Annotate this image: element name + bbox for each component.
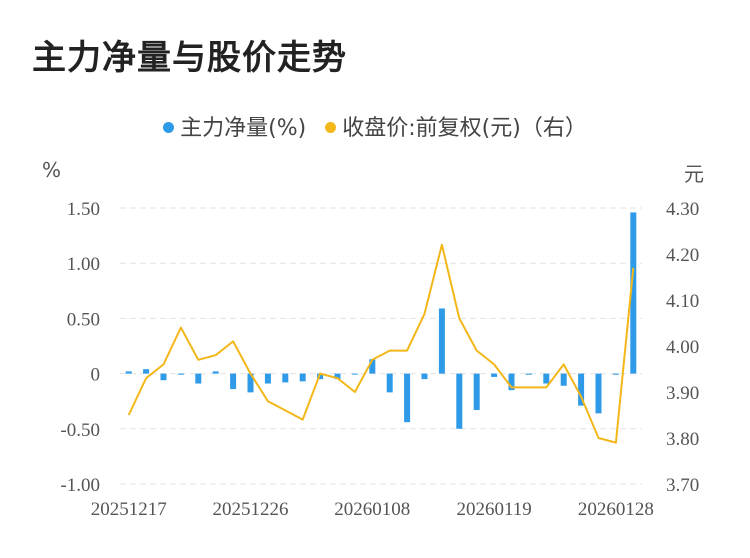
y-left-tick-label: 1.00 xyxy=(67,254,100,275)
bar xyxy=(491,373,498,377)
price-line xyxy=(127,243,635,444)
bar xyxy=(386,373,393,393)
bar xyxy=(612,373,619,375)
legend-item-close-price[interactable]: 收盘价:前复权(元)（右） xyxy=(325,110,587,142)
y-right-tick-label: 4.30 xyxy=(666,199,699,220)
y-left-tick-label: 0.50 xyxy=(67,309,100,330)
y-right-tick-label: 3.70 xyxy=(666,475,699,496)
bar xyxy=(630,212,637,374)
y-right-tick-label: 4.20 xyxy=(666,245,699,266)
bar xyxy=(160,373,167,381)
y-right-tick-label: 3.90 xyxy=(666,383,699,404)
bar xyxy=(595,373,602,414)
bar xyxy=(334,373,341,380)
legend-item-net-volume[interactable]: 主力净量(%) xyxy=(163,110,306,142)
x-tick-label: 20260108 xyxy=(334,499,410,520)
bar xyxy=(578,373,585,406)
bar xyxy=(421,373,428,380)
bar xyxy=(264,373,271,384)
bar xyxy=(438,308,445,374)
bar xyxy=(456,373,463,429)
bar xyxy=(404,373,411,423)
bar xyxy=(143,369,150,374)
legend-marker-line xyxy=(325,121,337,133)
x-tick-label: 20251226 xyxy=(213,499,289,520)
chart-title: 主力净量与股价走势 xyxy=(32,38,347,78)
legend-label-close-price: 收盘价:前复权(元)（右） xyxy=(342,116,587,141)
bar xyxy=(508,373,515,391)
bar xyxy=(125,371,132,374)
x-tick-label: 20251217 xyxy=(91,499,167,520)
bar xyxy=(473,373,480,411)
y-right-tick-label: 4.00 xyxy=(666,337,699,358)
bar xyxy=(177,373,184,375)
y-left-tick-label: -0.50 xyxy=(60,420,100,441)
x-tick-label: 20260128 xyxy=(578,499,654,520)
legend-marker-bar xyxy=(163,121,175,133)
legend-label-net-volume: 主力净量(%) xyxy=(180,116,307,141)
bar xyxy=(299,373,306,382)
right-axis-unit: 元 xyxy=(684,162,704,186)
x-tick-label: 20260119 xyxy=(456,499,531,520)
bar xyxy=(560,373,567,386)
bar xyxy=(247,373,254,393)
bar xyxy=(525,373,532,375)
bar xyxy=(230,373,237,390)
y-right-tick-label: 4.10 xyxy=(666,291,699,312)
bar xyxy=(195,373,202,384)
bar xyxy=(369,359,376,374)
y-right-tick-label: 3.80 xyxy=(666,429,699,450)
y-left-tick-label: 1.50 xyxy=(67,199,100,220)
bar xyxy=(351,373,358,375)
bar xyxy=(543,373,550,384)
bar xyxy=(212,371,219,374)
legend: 主力净量(%) 收盘价:前复权(元)（右） xyxy=(0,110,750,142)
y-left-tick-label: -1.00 xyxy=(60,475,100,496)
bar xyxy=(282,373,289,383)
y-left-tick-label: 0 xyxy=(91,365,101,386)
left-axis-unit: % xyxy=(42,158,62,182)
